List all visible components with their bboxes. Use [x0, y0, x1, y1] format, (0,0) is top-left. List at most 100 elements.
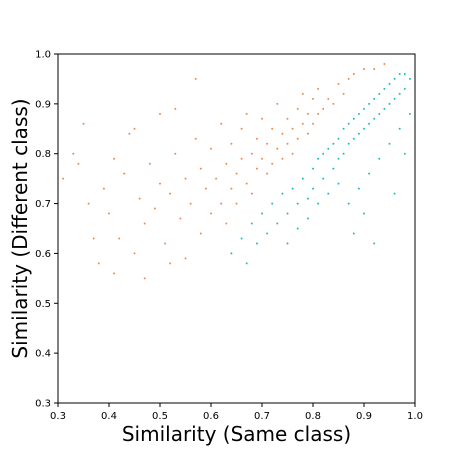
scatter-point — [281, 157, 284, 160]
scatter-point — [204, 187, 207, 190]
scatter-point — [77, 162, 80, 165]
y-tick-label: 0.3 — [35, 399, 51, 410]
scatter-point — [266, 232, 269, 235]
scatter-point — [220, 122, 223, 125]
scatter-point — [347, 142, 350, 145]
scatter-point — [271, 202, 274, 205]
scatter-point — [245, 182, 248, 185]
series-cyan-points — [230, 72, 411, 265]
scatter-point — [184, 257, 187, 260]
scatter-point — [373, 242, 376, 245]
scatter-point — [271, 162, 274, 165]
scatter-point — [342, 152, 345, 155]
scatter-point — [322, 152, 325, 155]
scatter-point — [347, 202, 350, 205]
scatter-point — [210, 147, 212, 150]
scatter-point — [143, 277, 146, 280]
scatter-point — [403, 152, 406, 155]
scatter-point — [286, 242, 289, 245]
scatter-point — [148, 162, 151, 165]
scatter-point — [332, 142, 335, 145]
scatter-point — [261, 117, 263, 120]
scatter-point — [388, 82, 391, 85]
y-axis-ticks: 0.3 0.4 0.5 0.6 0.7 0.8 0.9 1.0 — [35, 50, 58, 410]
scatter-point — [352, 117, 355, 120]
scatter-point — [118, 237, 121, 240]
scatter-point — [82, 122, 85, 125]
scatter-point — [306, 132, 309, 135]
scatter-point — [281, 132, 284, 135]
scatter-point — [342, 92, 345, 95]
scatter-point — [317, 87, 320, 90]
scatter-point — [235, 172, 238, 175]
scatter-point — [312, 122, 314, 125]
plot-area-frame — [57, 53, 416, 404]
scatter-point — [250, 152, 253, 155]
scatter-point — [235, 202, 238, 205]
scatter-point — [159, 112, 161, 115]
scatter-point — [327, 97, 330, 100]
scatter-point — [291, 127, 294, 130]
scatter-point — [194, 77, 197, 80]
scatter-point — [408, 112, 411, 115]
scatter-point — [240, 237, 243, 240]
scatter-point — [337, 82, 340, 85]
y-tick-label: 0.4 — [35, 349, 51, 360]
scatter-point — [255, 167, 258, 170]
scatter-point — [393, 97, 396, 100]
scatter-point — [113, 157, 116, 160]
scatter-point — [240, 157, 243, 160]
scatter-point — [363, 67, 365, 70]
scatter-point — [301, 122, 304, 125]
scatter-point — [230, 187, 233, 190]
x-tick-label: 0.7 — [254, 411, 270, 422]
x-tick-label: 1.0 — [407, 411, 423, 422]
scatter-point — [322, 177, 325, 180]
scatter-point — [113, 272, 116, 275]
scatter-point — [266, 142, 269, 145]
scatter-point — [352, 72, 355, 75]
scatter-point — [87, 202, 90, 205]
scatter-point — [347, 122, 350, 125]
scatter-point — [317, 157, 320, 160]
y-tick-label: 0.7 — [35, 199, 51, 210]
scatter-point — [357, 132, 360, 135]
scatter-point — [378, 112, 381, 115]
y-tick-label: 0.5 — [35, 299, 51, 310]
scatter-point — [102, 187, 105, 190]
scatter-point — [255, 242, 258, 245]
scatter-point — [245, 112, 248, 115]
scatter-point — [138, 197, 141, 200]
scatter-point — [408, 77, 411, 80]
scatter-point — [337, 137, 340, 140]
scatter-point — [337, 157, 340, 160]
scatter-point — [332, 102, 335, 105]
scatter-point — [199, 232, 202, 235]
scatter-point — [378, 92, 381, 95]
scatter-point — [363, 107, 365, 110]
scatter-point — [312, 97, 314, 100]
scatter-point — [72, 152, 75, 155]
y-axis-title: Similarity (Different class) — [8, 98, 32, 358]
scatter-point — [240, 127, 243, 130]
x-axis-ticks: 0.3 0.4 0.5 0.6 0.7 0.8 0.9 1.0 — [50, 403, 423, 422]
scatter-point — [342, 127, 345, 130]
scatter-point — [373, 97, 376, 100]
scatter-point — [133, 127, 136, 130]
scatter-point — [296, 107, 299, 110]
scatter-point — [199, 167, 202, 170]
scatter-point — [266, 172, 269, 175]
series-orange-points — [62, 62, 386, 280]
scatter-point — [159, 182, 161, 185]
scatter-point — [393, 77, 396, 80]
x-axis-title: Similarity (Same class) — [122, 422, 351, 446]
x-tick-label: 0.4 — [101, 411, 117, 422]
scatter-point — [317, 202, 320, 205]
scatter-point — [378, 157, 381, 160]
scatter-point — [368, 122, 371, 125]
x-tick-label: 0.6 — [203, 411, 219, 422]
x-tick-label: 0.9 — [356, 411, 372, 422]
y-tick-label: 0.6 — [35, 249, 51, 260]
y-tick-label: 0.8 — [35, 149, 51, 160]
